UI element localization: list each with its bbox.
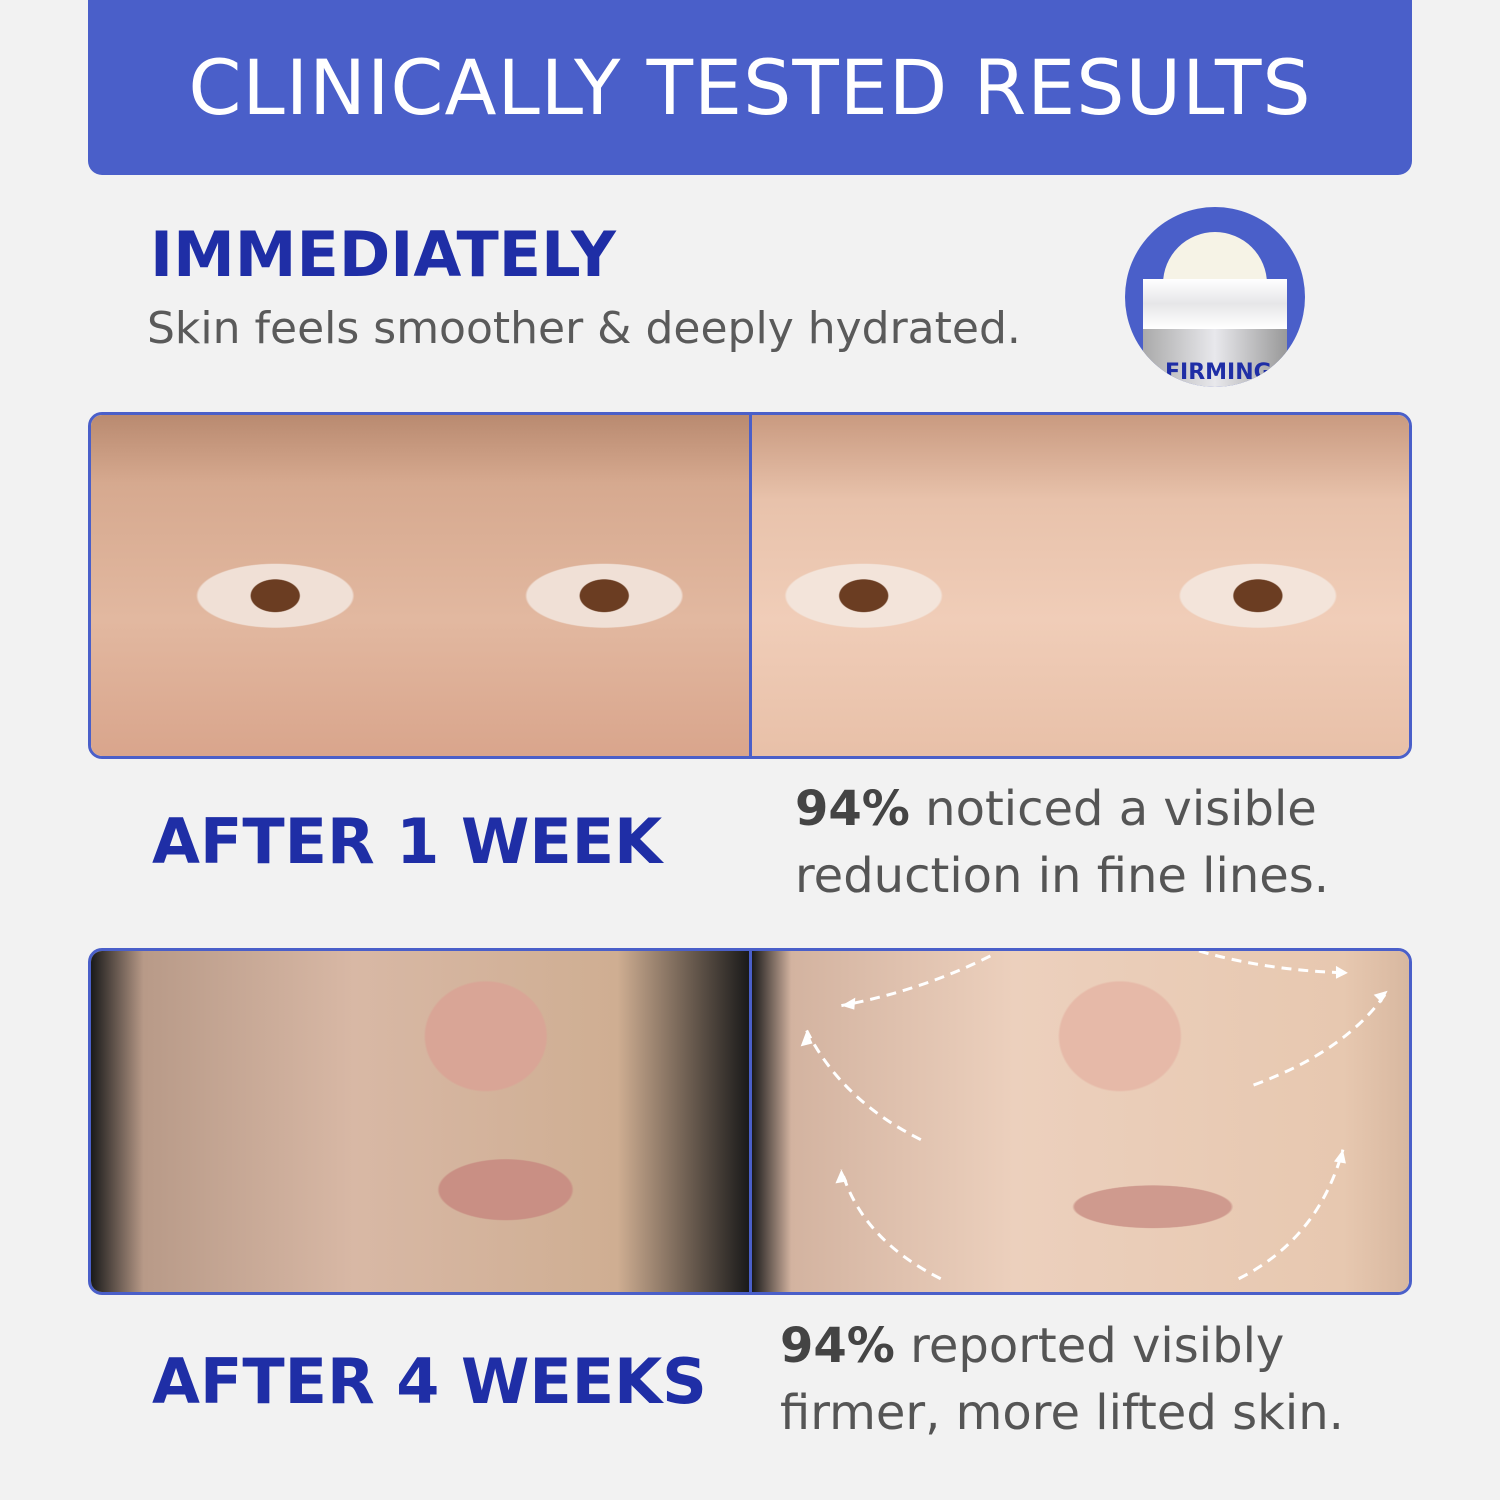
week1-text-2: reduction in fine lines. [795, 848, 1330, 904]
lift-arrows-icon [800, 951, 1389, 1281]
banner-title: CLINICALLY TESTED RESULTS [188, 43, 1312, 132]
product-label: FIRMING [1165, 360, 1272, 385]
week4-stat: 94% reported visibly firmer, more lifted… [780, 1313, 1344, 1447]
week4-text-2: firmer, more lifted skin. [780, 1385, 1344, 1441]
week4-text-1: reported visibly [894, 1318, 1285, 1374]
face-before-photo [91, 951, 749, 1292]
week4-percent: 94% [780, 1318, 895, 1374]
face-comparison [88, 948, 1412, 1295]
week1-percent: 94% [795, 781, 910, 837]
immediately-heading: IMMEDIATELY [150, 218, 616, 291]
divider [748, 415, 752, 756]
face-after-photo [751, 951, 1409, 1292]
week1-heading: AFTER 1 WEEK [152, 805, 663, 878]
week1-stat: 94% noticed a visible reduction in fine … [795, 776, 1329, 910]
title-banner: CLINICALLY TESTED RESULTS [88, 0, 1412, 175]
product-image: FIRMING [1125, 207, 1305, 387]
eyes-after-photo [751, 415, 1409, 756]
week4-heading: AFTER 4 WEEKS [152, 1345, 707, 1418]
eyes-comparison [88, 412, 1412, 759]
divider [748, 951, 752, 1292]
eyes-before-photo [91, 415, 749, 756]
week1-text-1: noticed a visible [909, 781, 1317, 837]
immediately-text: Skin feels smoother & deeply hydrated. [147, 303, 1021, 354]
